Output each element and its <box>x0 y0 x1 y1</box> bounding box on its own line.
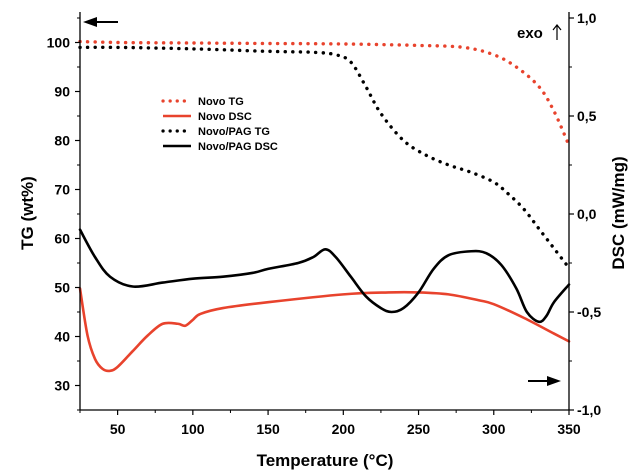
y-left-tick-label: 40 <box>54 329 70 345</box>
y-left-tick-label: 70 <box>54 182 70 198</box>
x-tick-label: 100 <box>181 421 205 437</box>
x-axis-title: Temperature (°C) <box>257 451 394 470</box>
legend-label: Novo/PAG TG <box>198 126 270 138</box>
plot-series <box>78 39 571 373</box>
plot-axes <box>79 12 570 411</box>
x-tick-label: 150 <box>256 421 280 437</box>
legend-label: Novo/PAG DSC <box>198 141 278 153</box>
x-tick-label: 50 <box>110 421 126 437</box>
legend-entry: Novo/PAG DSC <box>163 141 278 153</box>
legend-entry: Novo DSC <box>163 111 252 123</box>
y-right-tick-label: 1,0 <box>577 10 597 26</box>
right-axis-arrow-icon <box>528 376 561 386</box>
series-line-novo-dsc <box>78 287 571 373</box>
y-left-tick-label: 100 <box>47 35 71 51</box>
x-tick-label: 300 <box>482 421 506 437</box>
legend: Novo TG Novo DSC Novo/PAG TG Novo/PAG DS… <box>161 96 278 153</box>
y-right-tick-label: -0,5 <box>577 304 601 320</box>
x-tick-label: 350 <box>557 421 581 437</box>
y-left-tick-label: 90 <box>54 84 70 100</box>
x-tick-label: 200 <box>332 421 356 437</box>
y-axis-left-title: TG (wt%) <box>18 176 37 250</box>
exo-up-arrow-icon <box>552 24 562 40</box>
y-left-tick-label: 30 <box>54 378 70 394</box>
x-tick-label: 250 <box>407 421 431 437</box>
series-line-novo-pag-tg <box>78 45 571 270</box>
y-axis-right-title: DSC (mW/mg) <box>609 156 628 269</box>
series-line-novo-pag-dsc <box>78 228 571 324</box>
y-right-tick-label: -1,0 <box>577 402 601 418</box>
legend-entry: Novo/PAG TG <box>161 126 270 138</box>
exo-label: exo <box>517 25 543 42</box>
legend-entry: Novo TG <box>161 96 244 108</box>
y-left-tick-label: 80 <box>54 133 70 149</box>
y-left-tick-label: 50 <box>54 280 70 296</box>
y-right-tick-label: 0,0 <box>577 206 597 222</box>
y-right-tick-label: 0,5 <box>577 108 597 124</box>
legend-label: Novo DSC <box>198 111 252 123</box>
left-axis-arrow-icon <box>83 17 118 27</box>
plot-ticks: 50 100 150 200 250 300 350 30 40 50 60 70 80 90 100 -1,… <box>47 10 602 437</box>
legend-label: Novo TG <box>198 96 244 108</box>
y-left-tick-label: 60 <box>54 231 70 247</box>
series-line-novo-tg <box>78 39 571 148</box>
